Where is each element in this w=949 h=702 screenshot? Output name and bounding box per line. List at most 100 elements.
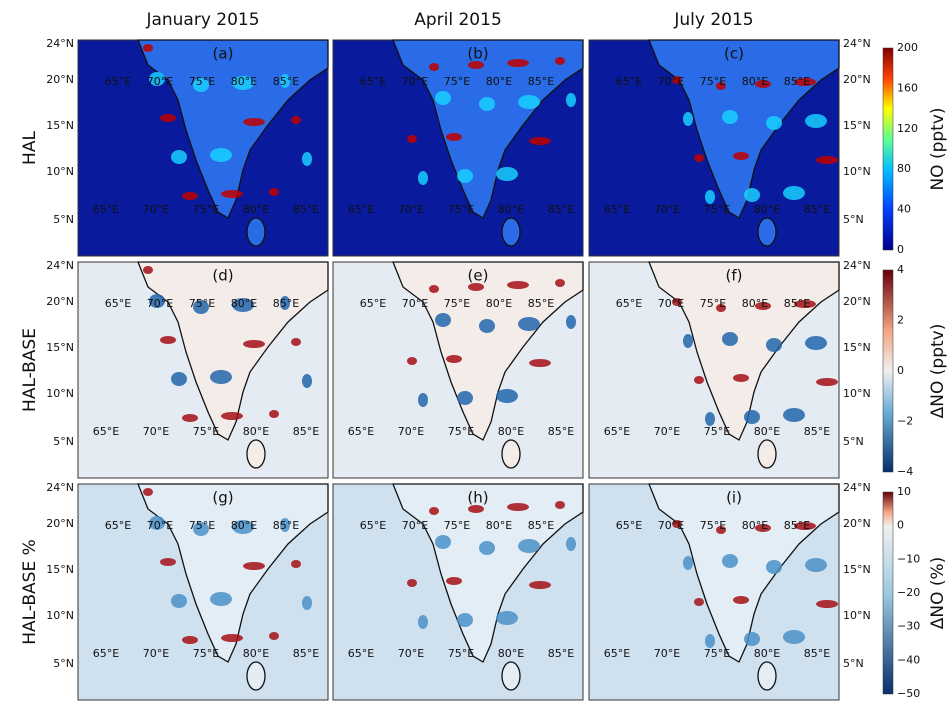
lon-label: 85°E xyxy=(273,519,299,532)
hotspot xyxy=(243,340,265,348)
hotspot xyxy=(160,336,176,344)
colorbar-tick-label: 80 xyxy=(897,162,911,175)
lon-label: 65°E xyxy=(360,75,386,88)
lon-label: 65°E xyxy=(604,203,630,216)
lat-label: 24°N xyxy=(843,259,871,272)
lon-label: 75°E xyxy=(700,297,726,310)
lat-label: 15°N xyxy=(843,119,871,132)
lat-label: 5°N xyxy=(843,657,864,670)
hotspot xyxy=(143,44,153,52)
lon-label: 65°E xyxy=(360,297,386,310)
map-panel: (i)65°E65°E70°E70°E75°E75°E80°E80°E85°E8… xyxy=(589,481,871,700)
map-panel: (a)65°E65°E70°E70°E75°E75°E80°E80°E85°E8… xyxy=(46,37,328,256)
lon-label: 85°E xyxy=(293,647,319,660)
hotspot xyxy=(683,112,693,126)
hotspot xyxy=(805,558,827,572)
hotspot xyxy=(291,338,301,346)
lon-label: 75°E xyxy=(189,519,215,532)
colorbar-tick-label: −2 xyxy=(897,415,913,428)
hotspot xyxy=(446,355,462,363)
colorbar-tick-label: 120 xyxy=(897,122,918,135)
colorbar-label: NO (pptv) xyxy=(928,107,948,190)
colorbar-tick-label: 160 xyxy=(897,81,918,94)
lon-label: 75°E xyxy=(704,203,730,216)
hotspot xyxy=(566,93,576,107)
hotspot xyxy=(555,279,565,287)
lon-label: 80°E xyxy=(742,519,768,532)
lon-label: 80°E xyxy=(498,203,524,216)
hotspot xyxy=(210,592,232,606)
lon-label: 85°E xyxy=(293,203,319,216)
panel-letter: (d) xyxy=(212,267,233,285)
lon-label: 70°E xyxy=(398,647,424,660)
panel-letter: (c) xyxy=(724,45,744,63)
hotspot xyxy=(418,393,428,407)
hotspot xyxy=(407,135,417,143)
lon-label: 70°E xyxy=(658,297,684,310)
panel-letter: (e) xyxy=(468,267,489,285)
hotspot xyxy=(744,188,760,202)
lat-label: 20°N xyxy=(46,73,74,86)
hotspot xyxy=(269,410,279,418)
lon-label: 65°E xyxy=(348,203,374,216)
lon-label: 80°E xyxy=(243,647,269,660)
lon-label: 80°E xyxy=(243,425,269,438)
panel-letter: (f) xyxy=(726,267,743,285)
lat-label: 20°N xyxy=(46,295,74,308)
hotspot xyxy=(457,391,473,405)
lon-label: 70°E xyxy=(143,425,169,438)
lat-label: 15°N xyxy=(46,563,74,576)
lon-label: 75°E xyxy=(193,647,219,660)
lon-label: 70°E xyxy=(654,647,680,660)
sri-lanka xyxy=(758,218,776,246)
lat-label: 10°N xyxy=(843,609,871,622)
colorbar-tick-label: −20 xyxy=(897,586,920,599)
lon-label: 85°E xyxy=(273,75,299,88)
lon-label: 80°E xyxy=(742,297,768,310)
lon-label: 70°E xyxy=(654,203,680,216)
hotspot xyxy=(722,554,738,568)
hotspot xyxy=(143,488,153,496)
lat-label: 20°N xyxy=(46,517,74,530)
hotspot xyxy=(435,313,451,327)
colorbar-tick-label: 40 xyxy=(897,203,911,216)
lon-label: 65°E xyxy=(93,647,119,660)
colorbar xyxy=(883,270,893,472)
lon-label: 75°E xyxy=(193,203,219,216)
lat-label: 5°N xyxy=(53,657,74,670)
lon-label: 80°E xyxy=(498,647,524,660)
row-label: HAL-BASE xyxy=(20,328,40,412)
hotspot xyxy=(783,408,805,422)
colorbar-tick-label: −30 xyxy=(897,620,920,633)
lon-label: 80°E xyxy=(742,75,768,88)
figure: January 2015April 2015July 2015HAL(a)65°… xyxy=(0,0,949,702)
lon-label: 65°E xyxy=(348,647,374,660)
hotspot xyxy=(496,611,518,625)
panel-letter: (a) xyxy=(213,45,234,63)
hotspot xyxy=(210,148,232,162)
colorbar-tick-label: 0 xyxy=(897,243,904,256)
hotspot xyxy=(694,154,704,162)
hotspot xyxy=(446,133,462,141)
colorbar-tick-label: 4 xyxy=(897,263,904,276)
hotspot xyxy=(766,338,782,352)
lon-label: 80°E xyxy=(486,75,512,88)
colorbar-label: ΔNO (pptv) xyxy=(928,324,948,419)
hotspot xyxy=(529,359,551,367)
hotspot xyxy=(816,378,838,386)
lon-label: 85°E xyxy=(804,647,830,660)
hotspot xyxy=(518,539,540,553)
hotspot xyxy=(221,634,243,642)
lat-label: 20°N xyxy=(843,517,871,530)
lon-label: 75°E xyxy=(444,519,470,532)
lon-label: 70°E xyxy=(402,297,428,310)
map-panel: (c)65°E65°E70°E70°E75°E75°E80°E80°E85°E8… xyxy=(589,37,871,256)
lon-label: 70°E xyxy=(402,519,428,532)
lon-label: 65°E xyxy=(348,425,374,438)
column-title: January 2015 xyxy=(145,10,259,30)
lon-label: 85°E xyxy=(548,203,574,216)
hotspot xyxy=(291,560,301,568)
lon-label: 70°E xyxy=(658,75,684,88)
column-title: July 2015 xyxy=(673,10,753,30)
hotspot xyxy=(783,186,805,200)
